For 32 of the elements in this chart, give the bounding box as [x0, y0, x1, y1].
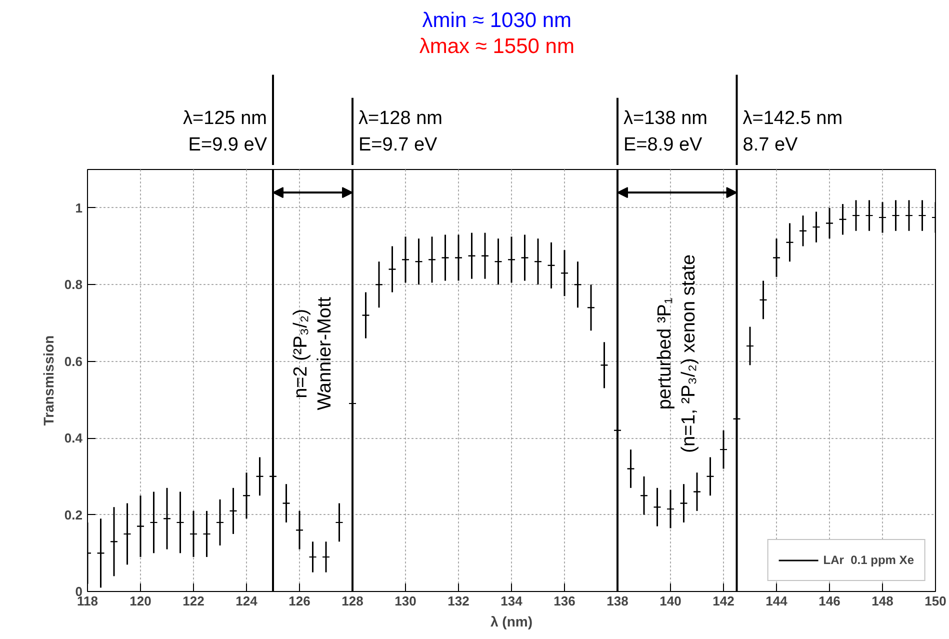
- x-tick-label: 138: [606, 594, 628, 608]
- x-tick-label: 146: [818, 594, 840, 608]
- y-tick-label: 0.8: [64, 277, 83, 292]
- x-axis-title: λ (nm): [490, 614, 532, 630]
- legend-label: LAr 0.1 ppm Xe: [823, 553, 914, 567]
- x-tick-label: 150: [924, 594, 946, 608]
- x-tick-label: 126: [288, 594, 310, 608]
- x-tick-label: 140: [660, 594, 682, 608]
- text: λmax ≈ 1550 nm: [419, 35, 574, 58]
- x-tick-label: 122: [182, 594, 204, 608]
- x-tick-label: 128: [342, 594, 364, 608]
- annotation: perturbed ³P₁ (n=1, ²P₃/₂) xenon state: [654, 254, 700, 453]
- ref-line-label: λ=125 nm E=9.9 eV: [183, 108, 268, 156]
- x-tick-label: 132: [448, 594, 470, 608]
- x-tick-label: 142: [712, 594, 734, 608]
- x-tick-label: 136: [554, 594, 576, 608]
- y-axis-title: Transmission: [40, 335, 56, 426]
- x-tick-label: 148: [872, 594, 894, 608]
- y-tick-label: 0.2: [64, 507, 83, 522]
- x-tick-label: 124: [236, 594, 258, 608]
- ref-line-label: λ=138 nm E=8.9 eV: [624, 108, 708, 156]
- x-tick-label: 120: [130, 594, 152, 608]
- annotation: n=2 (²P₃/₂) Wannier-Mott: [290, 296, 336, 410]
- y-tick-label: 0.6: [64, 354, 83, 369]
- x-tick-label: 134: [500, 594, 524, 608]
- x-tick-label: 144: [766, 594, 788, 608]
- ref-line-label: λ=128 nm E=9.7 eV: [358, 108, 442, 156]
- y-tick-label: 0.4: [64, 430, 84, 446]
- x-tick-label: 130: [394, 594, 416, 608]
- ref-line-label: λ=142.5 nm 8.7 eV: [742, 108, 843, 156]
- y-tick-label: 1: [75, 200, 83, 216]
- text: λmin ≈ 1030 nm: [422, 8, 572, 32]
